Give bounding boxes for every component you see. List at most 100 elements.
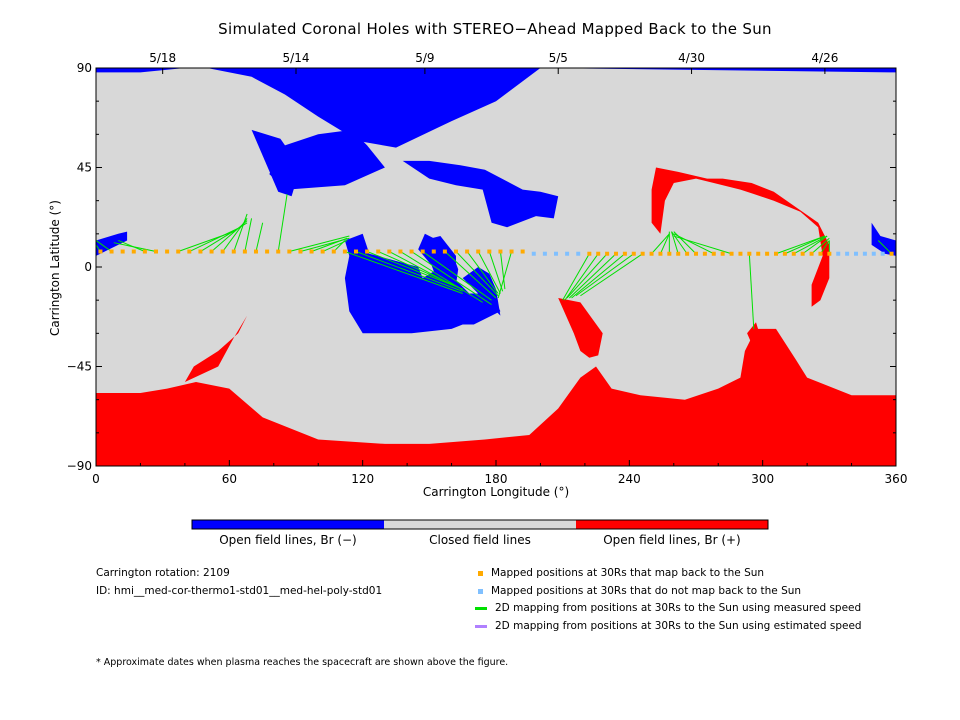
measured-mapping-line bbox=[571, 253, 626, 299]
north-arm bbox=[402, 160, 559, 228]
measured-mapping-line bbox=[877, 240, 892, 255]
mapped-point bbox=[342, 249, 347, 254]
mapped-point bbox=[176, 249, 181, 254]
measured-mapping-line bbox=[389, 251, 452, 286]
mapped-point bbox=[131, 249, 136, 254]
legend-item-estimated: 2D mapping from positions at 30Rs to the… bbox=[475, 620, 862, 632]
equatorial-hole-right bbox=[462, 267, 501, 316]
date-tick-label: 4/30 bbox=[678, 51, 705, 65]
colorbar-closed-swatch bbox=[384, 520, 576, 529]
measured-mapping-line bbox=[366, 251, 463, 290]
mapped-point bbox=[487, 249, 492, 254]
northeast-loop bbox=[651, 167, 830, 307]
mapped-point bbox=[331, 249, 336, 254]
north-polar-hole bbox=[96, 68, 896, 148]
not-mapped-point bbox=[862, 251, 867, 256]
colorbar-closed-label: Closed field lines bbox=[429, 533, 531, 547]
colorbar-negative-swatch bbox=[192, 520, 384, 529]
south-polar-hole bbox=[96, 328, 896, 466]
mapped-point bbox=[800, 251, 805, 256]
measured-mapping-line bbox=[562, 253, 590, 301]
x-tick-label: 300 bbox=[751, 472, 774, 486]
mapped-point bbox=[442, 249, 447, 254]
mapped-point bbox=[465, 249, 470, 254]
model-id: ID: hmi__med-cor-thermo1-std01__med-hel-… bbox=[96, 585, 383, 597]
legend-item-mapped: Mapped positions at 30Rs that map back t… bbox=[478, 567, 764, 579]
mapped-point bbox=[287, 249, 292, 254]
mapped-point bbox=[782, 251, 787, 256]
x-axis-label: Carrington Longitude (°) bbox=[422, 485, 570, 499]
mapped-point bbox=[587, 251, 592, 256]
measured-mapping-line bbox=[189, 226, 241, 252]
south-lobe-left bbox=[184, 315, 248, 382]
measured-mapping-line bbox=[659, 233, 670, 254]
x-tick-label: 0 bbox=[92, 472, 100, 486]
mapped-point bbox=[667, 251, 672, 256]
measured-mapping-line bbox=[651, 233, 670, 255]
mapped-point bbox=[409, 249, 414, 254]
mapped-point bbox=[398, 249, 403, 254]
measured-mapping-line bbox=[400, 251, 483, 303]
measured-mapping-line bbox=[311, 237, 348, 252]
axes: 0 60 120 180 240 300 360 90 45 0 −45 −90 5/18 5/14 5/9… bbox=[67, 51, 908, 486]
mapped-point bbox=[154, 249, 158, 254]
measured-mapping-line bbox=[422, 251, 492, 301]
mapped-point bbox=[711, 251, 716, 256]
y-tick-label: 45 bbox=[77, 161, 92, 175]
measured-mapping-line bbox=[566, 253, 608, 299]
measured-mapping-line bbox=[355, 251, 463, 292]
mapped-point bbox=[276, 249, 281, 254]
colorbar-negative-label: Open field lines, Br (−) bbox=[219, 533, 357, 547]
mapped-point bbox=[231, 249, 236, 254]
legend-item-measured: 2D mapping from positions at 30Rs to the… bbox=[475, 602, 861, 614]
mapped-point bbox=[649, 251, 654, 256]
measured-mapping-line bbox=[497, 251, 513, 299]
mapped-point bbox=[254, 249, 258, 254]
not-mapped-point bbox=[854, 251, 858, 256]
chart-title: Simulated Coronal Holes with STEREO−Ahea… bbox=[218, 20, 772, 38]
mapped-point bbox=[747, 251, 752, 256]
measured-mapping-line bbox=[784, 235, 826, 255]
x-tick-label: 240 bbox=[618, 472, 641, 486]
measured-mapping-line bbox=[455, 251, 499, 297]
date-tick-label: 5/9 bbox=[415, 51, 434, 65]
mapped-point bbox=[142, 249, 147, 254]
north-lobe-left bbox=[251, 129, 301, 197]
mapped-point bbox=[165, 249, 170, 254]
measured-mapping-line bbox=[673, 235, 732, 255]
green-line-icon bbox=[475, 606, 487, 610]
mapped-point bbox=[676, 251, 681, 256]
date-tick-label: 5/14 bbox=[283, 51, 310, 65]
orange-square-icon bbox=[478, 570, 483, 576]
colorbar-positive-swatch bbox=[576, 520, 768, 529]
mapped-point bbox=[187, 249, 192, 254]
equatorial-hole-arm bbox=[418, 233, 459, 285]
purple-line-icon bbox=[475, 624, 487, 628]
mapped-point bbox=[658, 251, 663, 256]
measured-mapping-line bbox=[113, 242, 157, 253]
y-tick-label: −45 bbox=[67, 360, 92, 374]
mapped-point bbox=[720, 251, 725, 256]
east-edge-hole bbox=[871, 222, 896, 256]
map-plot-area bbox=[95, 68, 896, 466]
measured-mapping-line bbox=[564, 253, 599, 301]
legend-item-not-mapped: Mapped positions at 30Rs that do not map… bbox=[478, 585, 801, 597]
mapped-point bbox=[614, 251, 618, 256]
colorbar-frame bbox=[191, 519, 769, 530]
mapped-point bbox=[476, 249, 481, 254]
mapped-point bbox=[765, 251, 770, 256]
not-mapped-point bbox=[845, 251, 850, 256]
not-mapped-point bbox=[576, 251, 581, 256]
mapped-point bbox=[889, 251, 894, 256]
mapped-point bbox=[702, 251, 707, 256]
measured-mapping-line bbox=[575, 253, 635, 297]
mapped-point bbox=[454, 249, 458, 254]
measured-mapping-line bbox=[673, 233, 715, 255]
mapped-point bbox=[520, 249, 525, 254]
mapped-point bbox=[509, 249, 514, 254]
mapped-point bbox=[242, 249, 247, 254]
measured-mapping-line bbox=[95, 240, 112, 252]
measured-mapping-line bbox=[289, 235, 350, 253]
mapped-point bbox=[109, 249, 114, 254]
